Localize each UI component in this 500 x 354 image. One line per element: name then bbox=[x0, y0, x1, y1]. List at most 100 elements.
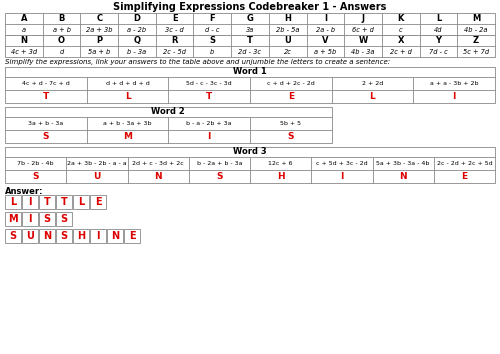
Bar bbox=[5, 147, 495, 183]
Text: b - a - 2b + 3a: b - a - 2b + 3a bbox=[186, 121, 232, 126]
Text: D: D bbox=[134, 14, 140, 23]
Text: c + 5d + 3c - 2d: c + 5d + 3c - 2d bbox=[316, 161, 368, 166]
Text: Answer:: Answer: bbox=[5, 187, 44, 196]
Text: 3a: 3a bbox=[246, 27, 254, 33]
Text: T: T bbox=[44, 197, 51, 207]
Text: X: X bbox=[398, 36, 404, 45]
Text: I: I bbox=[324, 14, 327, 23]
Text: 7d - c: 7d - c bbox=[429, 48, 448, 55]
Text: T: T bbox=[60, 197, 68, 207]
Text: 7b - 2b - 4b: 7b - 2b - 4b bbox=[18, 161, 54, 166]
Text: a + b - 3a + 3b: a + b - 3a + 3b bbox=[104, 121, 152, 126]
Text: 2d + c - 3d + 2c: 2d + c - 3d + 2c bbox=[132, 161, 184, 166]
Text: S: S bbox=[60, 231, 68, 241]
Text: L: L bbox=[78, 197, 84, 207]
Text: L: L bbox=[436, 14, 441, 23]
Text: N: N bbox=[20, 36, 28, 45]
Text: 5b + 5: 5b + 5 bbox=[280, 121, 301, 126]
Bar bbox=[107, 229, 123, 243]
Text: J: J bbox=[362, 14, 364, 23]
Text: 5a + 3b - 3a - 4b: 5a + 3b - 3a - 4b bbox=[376, 161, 430, 166]
Text: U: U bbox=[26, 231, 34, 241]
Text: 2a - b: 2a - b bbox=[316, 27, 335, 33]
Text: A: A bbox=[20, 14, 27, 23]
Text: T: T bbox=[42, 92, 49, 101]
Text: S: S bbox=[288, 132, 294, 141]
Text: 2 + 2d: 2 + 2d bbox=[362, 81, 383, 86]
Text: 4d: 4d bbox=[434, 27, 442, 33]
Text: S: S bbox=[44, 214, 51, 224]
Text: S: S bbox=[216, 172, 222, 181]
Text: 2b - 5a: 2b - 5a bbox=[276, 27, 299, 33]
Text: 5c + 7d: 5c + 7d bbox=[463, 48, 489, 55]
Text: Y: Y bbox=[436, 36, 442, 45]
Text: I: I bbox=[96, 231, 100, 241]
Text: E: E bbox=[462, 172, 468, 181]
Text: b - 3a: b - 3a bbox=[128, 48, 146, 55]
Text: M: M bbox=[8, 214, 18, 224]
Text: 2c + d: 2c + d bbox=[390, 48, 411, 55]
Text: c + d + 2c - 2d: c + d + 2c - 2d bbox=[267, 81, 314, 86]
Bar bbox=[39, 212, 55, 226]
Text: N: N bbox=[154, 172, 162, 181]
Text: d - c: d - c bbox=[205, 27, 220, 33]
Text: d + d + d + d: d + d + d + d bbox=[106, 81, 150, 86]
Text: P: P bbox=[96, 36, 102, 45]
Text: L: L bbox=[124, 92, 130, 101]
Text: b: b bbox=[210, 48, 214, 55]
Text: S: S bbox=[32, 172, 39, 181]
Text: O: O bbox=[58, 36, 65, 45]
Bar bbox=[39, 229, 55, 243]
Text: K: K bbox=[398, 14, 404, 23]
Text: 2c - 5d: 2c - 5d bbox=[163, 48, 186, 55]
Text: S: S bbox=[42, 132, 49, 141]
Bar bbox=[22, 195, 38, 209]
Text: M: M bbox=[123, 132, 132, 141]
Text: 5d - c - 3c - 3d: 5d - c - 3c - 3d bbox=[186, 81, 232, 86]
Text: E: E bbox=[128, 231, 136, 241]
Text: 4c + 3d: 4c + 3d bbox=[11, 48, 37, 55]
Text: Q: Q bbox=[134, 36, 140, 45]
Text: I: I bbox=[340, 172, 344, 181]
Bar bbox=[5, 212, 21, 226]
Text: U: U bbox=[284, 36, 291, 45]
Text: T: T bbox=[247, 36, 253, 45]
Text: U: U bbox=[93, 172, 100, 181]
Text: V: V bbox=[322, 36, 328, 45]
Text: 2d - 3c: 2d - 3c bbox=[238, 48, 262, 55]
Text: b - 2a + b - 3a: b - 2a + b - 3a bbox=[196, 161, 242, 166]
Bar bbox=[56, 212, 72, 226]
Text: a - 2b: a - 2b bbox=[128, 27, 146, 33]
Text: F: F bbox=[210, 14, 215, 23]
Text: Word 2: Word 2 bbox=[152, 108, 185, 116]
Text: Simplify the expressions, link your answers to the table above and unjumble the : Simplify the expressions, link your answ… bbox=[5, 59, 390, 65]
Text: W: W bbox=[358, 36, 368, 45]
Text: E: E bbox=[288, 92, 294, 101]
Text: S: S bbox=[210, 36, 216, 45]
Text: E: E bbox=[172, 14, 178, 23]
Bar bbox=[5, 35, 495, 57]
Text: 4b - 3a: 4b - 3a bbox=[352, 48, 375, 55]
Bar bbox=[90, 229, 106, 243]
Text: 3a + b - 3a: 3a + b - 3a bbox=[28, 121, 64, 126]
Text: H: H bbox=[277, 172, 284, 181]
Text: L: L bbox=[370, 92, 376, 101]
Text: L: L bbox=[10, 197, 16, 207]
Text: a + 5b: a + 5b bbox=[314, 48, 336, 55]
Bar bbox=[39, 195, 55, 209]
Text: 2c: 2c bbox=[284, 48, 292, 55]
Text: E: E bbox=[94, 197, 102, 207]
Text: d: d bbox=[60, 48, 64, 55]
Text: c: c bbox=[399, 27, 402, 33]
Bar bbox=[124, 229, 140, 243]
Text: a: a bbox=[22, 27, 26, 33]
Text: 2a + 3b - 2b - a - a: 2a + 3b - 2b - a - a bbox=[67, 161, 126, 166]
Bar bbox=[5, 107, 332, 143]
Text: 4c + d - 7c + d: 4c + d - 7c + d bbox=[22, 81, 70, 86]
Bar bbox=[22, 212, 38, 226]
Text: I: I bbox=[452, 92, 456, 101]
Text: 6c + d: 6c + d bbox=[352, 27, 374, 33]
Text: H: H bbox=[77, 231, 85, 241]
Text: N: N bbox=[43, 231, 51, 241]
Text: Word 1: Word 1 bbox=[233, 68, 267, 76]
